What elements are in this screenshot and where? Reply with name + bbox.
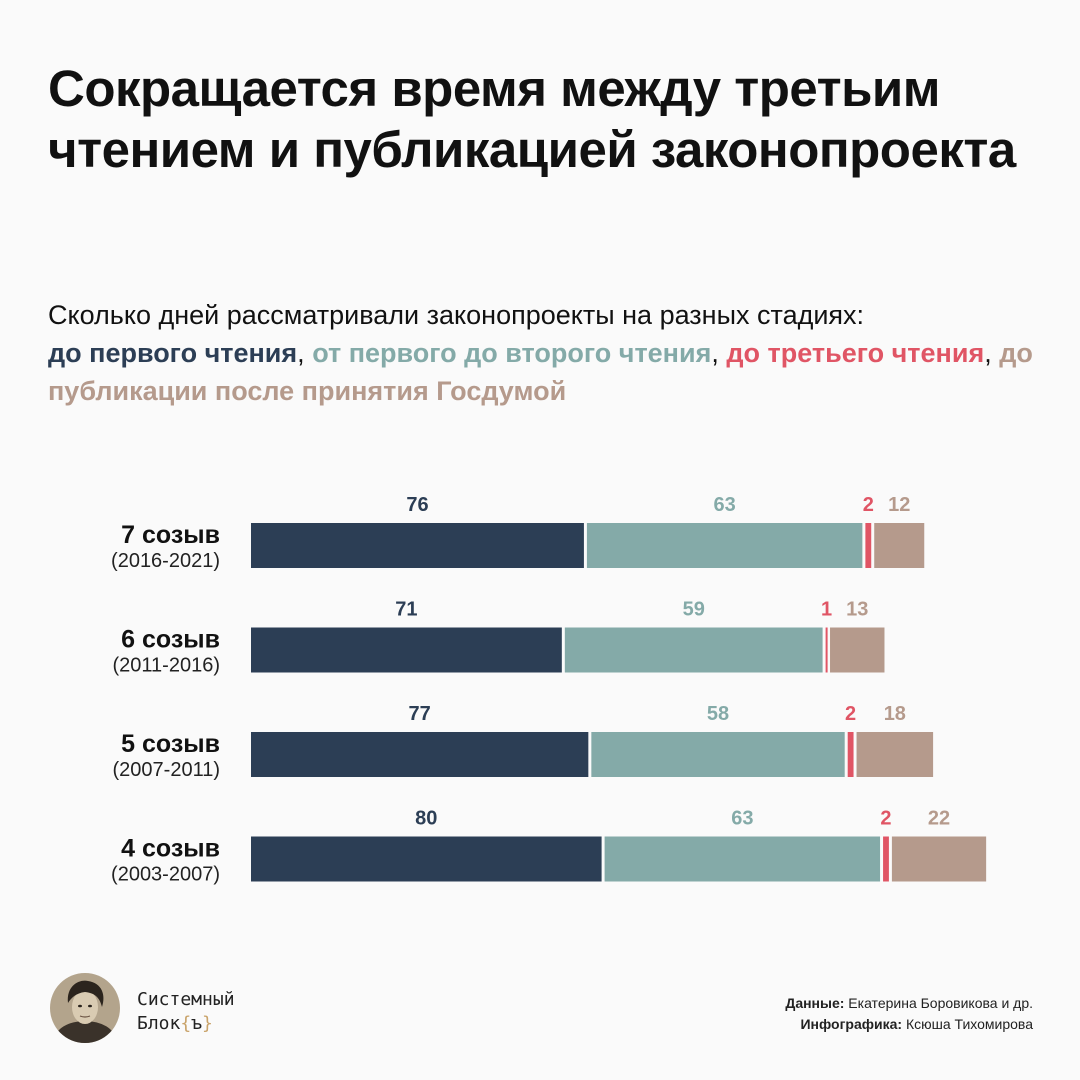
data-label: 63 bbox=[714, 494, 736, 516]
legend-item-publication: до публикации после принятия Госдумой bbox=[48, 338, 1033, 406]
bar-segment bbox=[874, 523, 925, 568]
legend-item-first-to-second: от первого до второго чтения bbox=[312, 338, 712, 368]
data-label: 71 bbox=[395, 599, 417, 621]
legend-item-first-reading: до первого чтения bbox=[48, 338, 298, 368]
bar-segment bbox=[564, 627, 823, 673]
bar-segment bbox=[856, 732, 934, 777]
credits-data-label: Данные: bbox=[785, 995, 845, 1011]
data-label: 76 bbox=[406, 494, 428, 516]
bar-segment bbox=[251, 732, 589, 777]
subtitle-intro: Сколько дней рассматривали законопроекты… bbox=[48, 300, 865, 330]
category-label: 7 созыв bbox=[121, 521, 220, 549]
data-label: 22 bbox=[928, 808, 950, 830]
bar-segment bbox=[591, 732, 845, 777]
data-label: 80 bbox=[415, 808, 437, 830]
data-label: 1 bbox=[821, 599, 832, 621]
data-label: 18 bbox=[884, 703, 906, 725]
data-label: 77 bbox=[409, 703, 431, 725]
bar-segment bbox=[891, 836, 987, 882]
category-label: 4 созыв bbox=[121, 835, 220, 863]
legend-separator: , bbox=[297, 338, 305, 368]
legend-separator: , bbox=[984, 338, 992, 368]
brand-bracket-close: } bbox=[202, 1013, 213, 1034]
legend-separator: , bbox=[711, 338, 719, 368]
category-period: (2007-2011) bbox=[113, 759, 220, 781]
portrait-logo-icon bbox=[50, 973, 120, 1043]
credits-data-value: Екатерина Боровикова и др. bbox=[844, 995, 1033, 1011]
data-label: 12 bbox=[888, 494, 910, 516]
brand-bracket-char: ъ bbox=[191, 1013, 203, 1034]
brand-line-1: Системный bbox=[137, 989, 235, 1010]
bar-segment bbox=[865, 523, 872, 568]
category-label: 6 созыв bbox=[121, 626, 220, 654]
chart-subtitle: Сколько дней рассматривали законопроекты… bbox=[48, 296, 1038, 410]
bar-segment bbox=[251, 523, 584, 568]
bar-segment bbox=[883, 836, 889, 882]
brand-bracket-open: { bbox=[180, 1013, 192, 1034]
credits-graphics-value: Ксюша Тихомирова bbox=[902, 1016, 1033, 1032]
brand-name: Системный Блок{ъ} bbox=[137, 988, 235, 1036]
chart-title: Сокращается время между третьим чтением … bbox=[48, 60, 1016, 178]
data-label: 2 bbox=[863, 494, 874, 516]
legend-item-third-reading: до третьего чтения bbox=[726, 338, 985, 368]
credits-graphics-label: Инфографика: bbox=[800, 1016, 903, 1032]
category-period: (2016-2021) bbox=[111, 550, 220, 572]
bar-segment bbox=[825, 627, 828, 673]
brand-line-2: Блок bbox=[137, 1013, 181, 1034]
bar-segment bbox=[586, 523, 863, 568]
bar-segment bbox=[847, 732, 854, 777]
stacked-bar-chart: 7 созыв(2016-2021)76 63 2 126 созыв(2011-20… bbox=[111, 494, 987, 886]
bar-segment bbox=[251, 627, 562, 673]
data-label: 63 bbox=[731, 808, 753, 830]
bar-segment bbox=[251, 836, 602, 882]
data-label: 13 bbox=[846, 599, 868, 621]
data-label: 2 bbox=[880, 808, 891, 830]
category-label: 5 созыв bbox=[121, 730, 220, 758]
data-label: 58 bbox=[707, 703, 729, 725]
credits: Данные: Екатерина Боровикова и др. Инфог… bbox=[785, 993, 1033, 1035]
bar-segment bbox=[830, 627, 885, 673]
category-period: (2003-2007) bbox=[111, 864, 220, 886]
data-label: 2 bbox=[845, 703, 856, 725]
bar-segment bbox=[604, 836, 881, 882]
category-period: (2011-2016) bbox=[113, 655, 220, 677]
data-label: 59 bbox=[683, 599, 705, 621]
